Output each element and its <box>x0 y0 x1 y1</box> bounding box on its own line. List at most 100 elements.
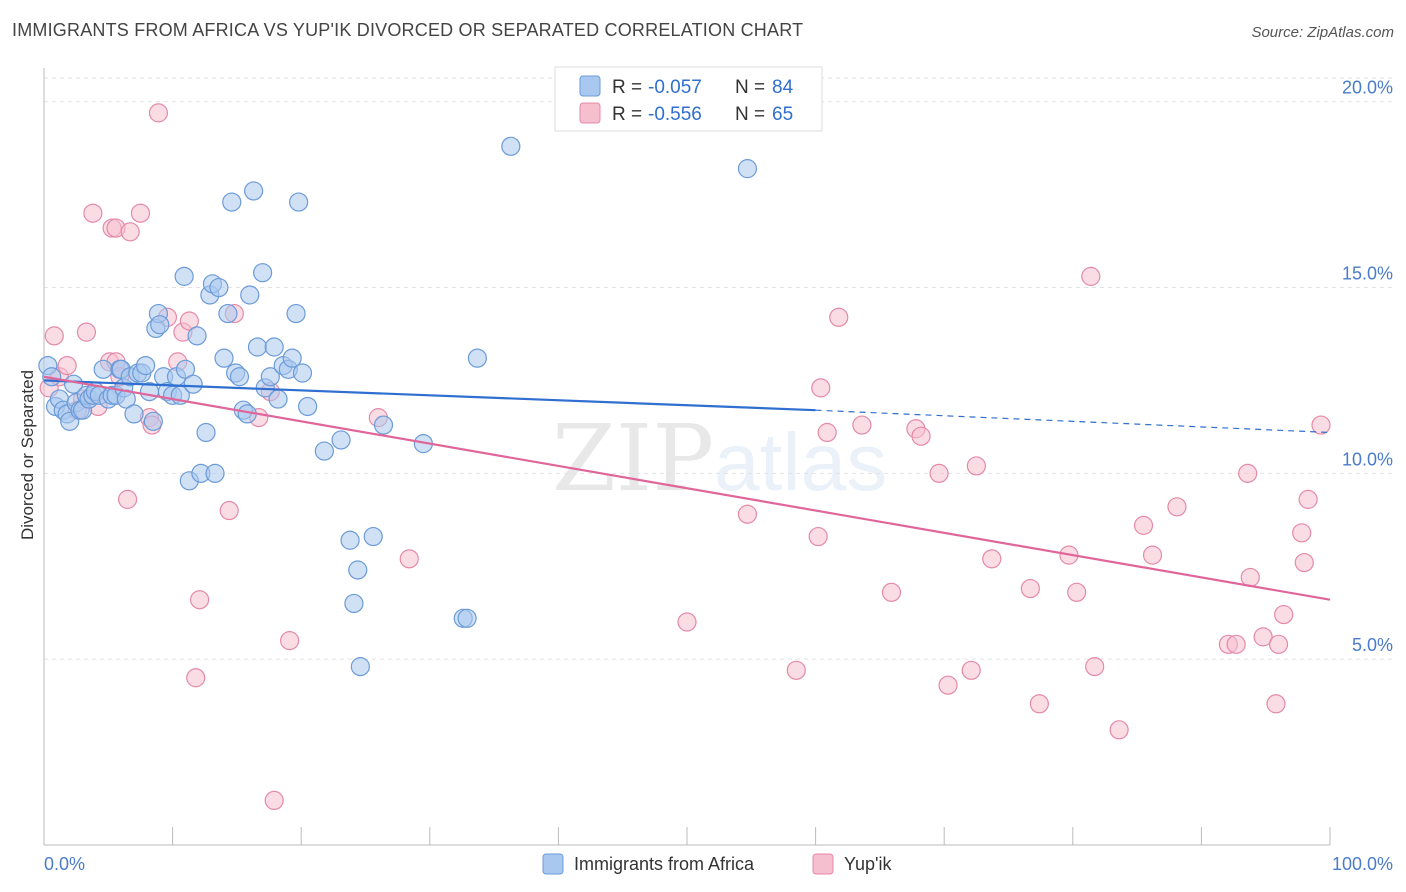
africa-point <box>331 430 351 450</box>
yupik-point <box>1311 415 1331 435</box>
africa-point <box>175 359 196 379</box>
yupik-point <box>190 590 210 610</box>
yupik-point <box>1133 515 1154 535</box>
yupik-point <box>280 631 300 651</box>
yupik-point <box>1081 266 1101 286</box>
yupik-point <box>117 489 138 509</box>
africa-point <box>457 608 477 628</box>
africa-point <box>292 363 313 383</box>
africa-point <box>286 303 306 324</box>
yupik-point <box>44 326 64 346</box>
yupik-point <box>1274 604 1294 625</box>
legend-n-value-2: 65 <box>772 104 793 125</box>
legend-swatch-yupik <box>579 102 601 124</box>
africa-point <box>350 657 370 677</box>
yupik-point <box>130 203 151 223</box>
yupik-point <box>1238 463 1258 483</box>
africa-point <box>314 441 334 461</box>
grid-lines <box>44 77 1393 660</box>
axes <box>43 68 1331 846</box>
yupik-point <box>911 426 931 446</box>
africa-point <box>264 337 284 357</box>
correlation-legend: R = -0.057 N = 84 R = -0.556 N = 65 <box>554 66 823 132</box>
yupik-point <box>186 668 206 688</box>
legend-swatch-africa <box>579 75 601 97</box>
africa-point <box>373 415 394 435</box>
yupik-point <box>1020 578 1040 599</box>
africa-point <box>209 277 229 298</box>
yupik-point <box>786 660 806 680</box>
yupik-point <box>1167 497 1187 517</box>
africa-point <box>135 355 156 376</box>
africa-trend-line-dashed <box>815 409 1331 434</box>
africa-point <box>93 359 113 379</box>
legend-r-label-1: R = <box>612 77 642 98</box>
yupik-point <box>1067 582 1087 602</box>
y-tick-label: 10.0% <box>1342 449 1393 469</box>
yupik-point <box>808 526 828 547</box>
africa-point <box>244 181 264 201</box>
africa-point <box>363 526 383 547</box>
africa-point <box>187 326 207 346</box>
yupik-point <box>1298 489 1318 509</box>
africa-point <box>143 411 163 431</box>
africa-point <box>737 159 758 179</box>
yupik-point <box>1266 694 1286 714</box>
africa-point <box>340 530 360 550</box>
yupik-point <box>1268 634 1289 654</box>
yupik-point <box>57 355 77 376</box>
x-tick-label-min: 0.0% <box>44 854 85 874</box>
yupik-point <box>881 582 902 602</box>
africa-point <box>348 560 368 580</box>
bottom-legend-swatch-africa <box>542 853 564 875</box>
africa-point <box>229 367 250 387</box>
africa-point <box>289 192 309 212</box>
yupik-point <box>264 790 284 811</box>
yupik-point <box>929 463 949 483</box>
watermark-zip: ZIP <box>552 405 714 512</box>
chart-title: IMMIGRANTS FROM AFRICA VS YUP'IK DIVORCE… <box>12 20 804 40</box>
africa-point <box>501 136 521 156</box>
africa-trend-line <box>43 379 816 412</box>
yupik-point <box>966 456 986 476</box>
yupik-trend-line <box>43 375 1331 601</box>
yupik-point <box>148 103 169 123</box>
africa-point <box>124 404 144 424</box>
yupik-point <box>1085 657 1105 677</box>
y-tick-label: 20.0% <box>1342 78 1393 98</box>
africa-point <box>218 303 238 324</box>
yupik-point <box>83 203 103 223</box>
africa-point <box>253 263 273 283</box>
y-tick-labels: 5.0% 10.0% 15.0% 20.0% <box>1342 78 1393 655</box>
x-tick-label-max: 100.0% <box>1332 854 1393 874</box>
yupik-point <box>852 415 872 435</box>
africa-point <box>205 463 225 483</box>
yupik-point <box>1226 634 1246 654</box>
bottom-legend-label-yupik: Yup'ik <box>844 854 892 874</box>
yupik-point <box>1294 552 1314 573</box>
yupik-point <box>817 422 837 443</box>
africa-point <box>344 593 364 614</box>
africa-point <box>222 192 242 212</box>
yupik-point <box>829 307 849 327</box>
bottom-legend-swatch-yupik <box>812 853 834 875</box>
yupik-point <box>219 500 239 521</box>
yupik-point <box>1292 523 1312 543</box>
yupik-point <box>399 549 419 569</box>
legend-r-label-2: R = <box>612 104 642 125</box>
yupik-point <box>120 222 140 242</box>
yupik-point <box>982 549 1002 569</box>
yupik-point <box>1253 627 1273 647</box>
yupik-point <box>677 612 697 632</box>
y-axis-label: Divorced or Separated <box>18 370 37 540</box>
africa-point <box>268 389 288 409</box>
yupik-point <box>737 504 758 524</box>
africa-point <box>260 367 280 387</box>
africa-point <box>150 315 170 335</box>
legend-r-value-2: -0.556 <box>648 104 702 125</box>
africa-point <box>282 348 302 368</box>
africa-point <box>214 348 234 368</box>
watermark: ZIP atlas <box>552 405 887 512</box>
legend-n-label-2: N = <box>735 104 765 125</box>
